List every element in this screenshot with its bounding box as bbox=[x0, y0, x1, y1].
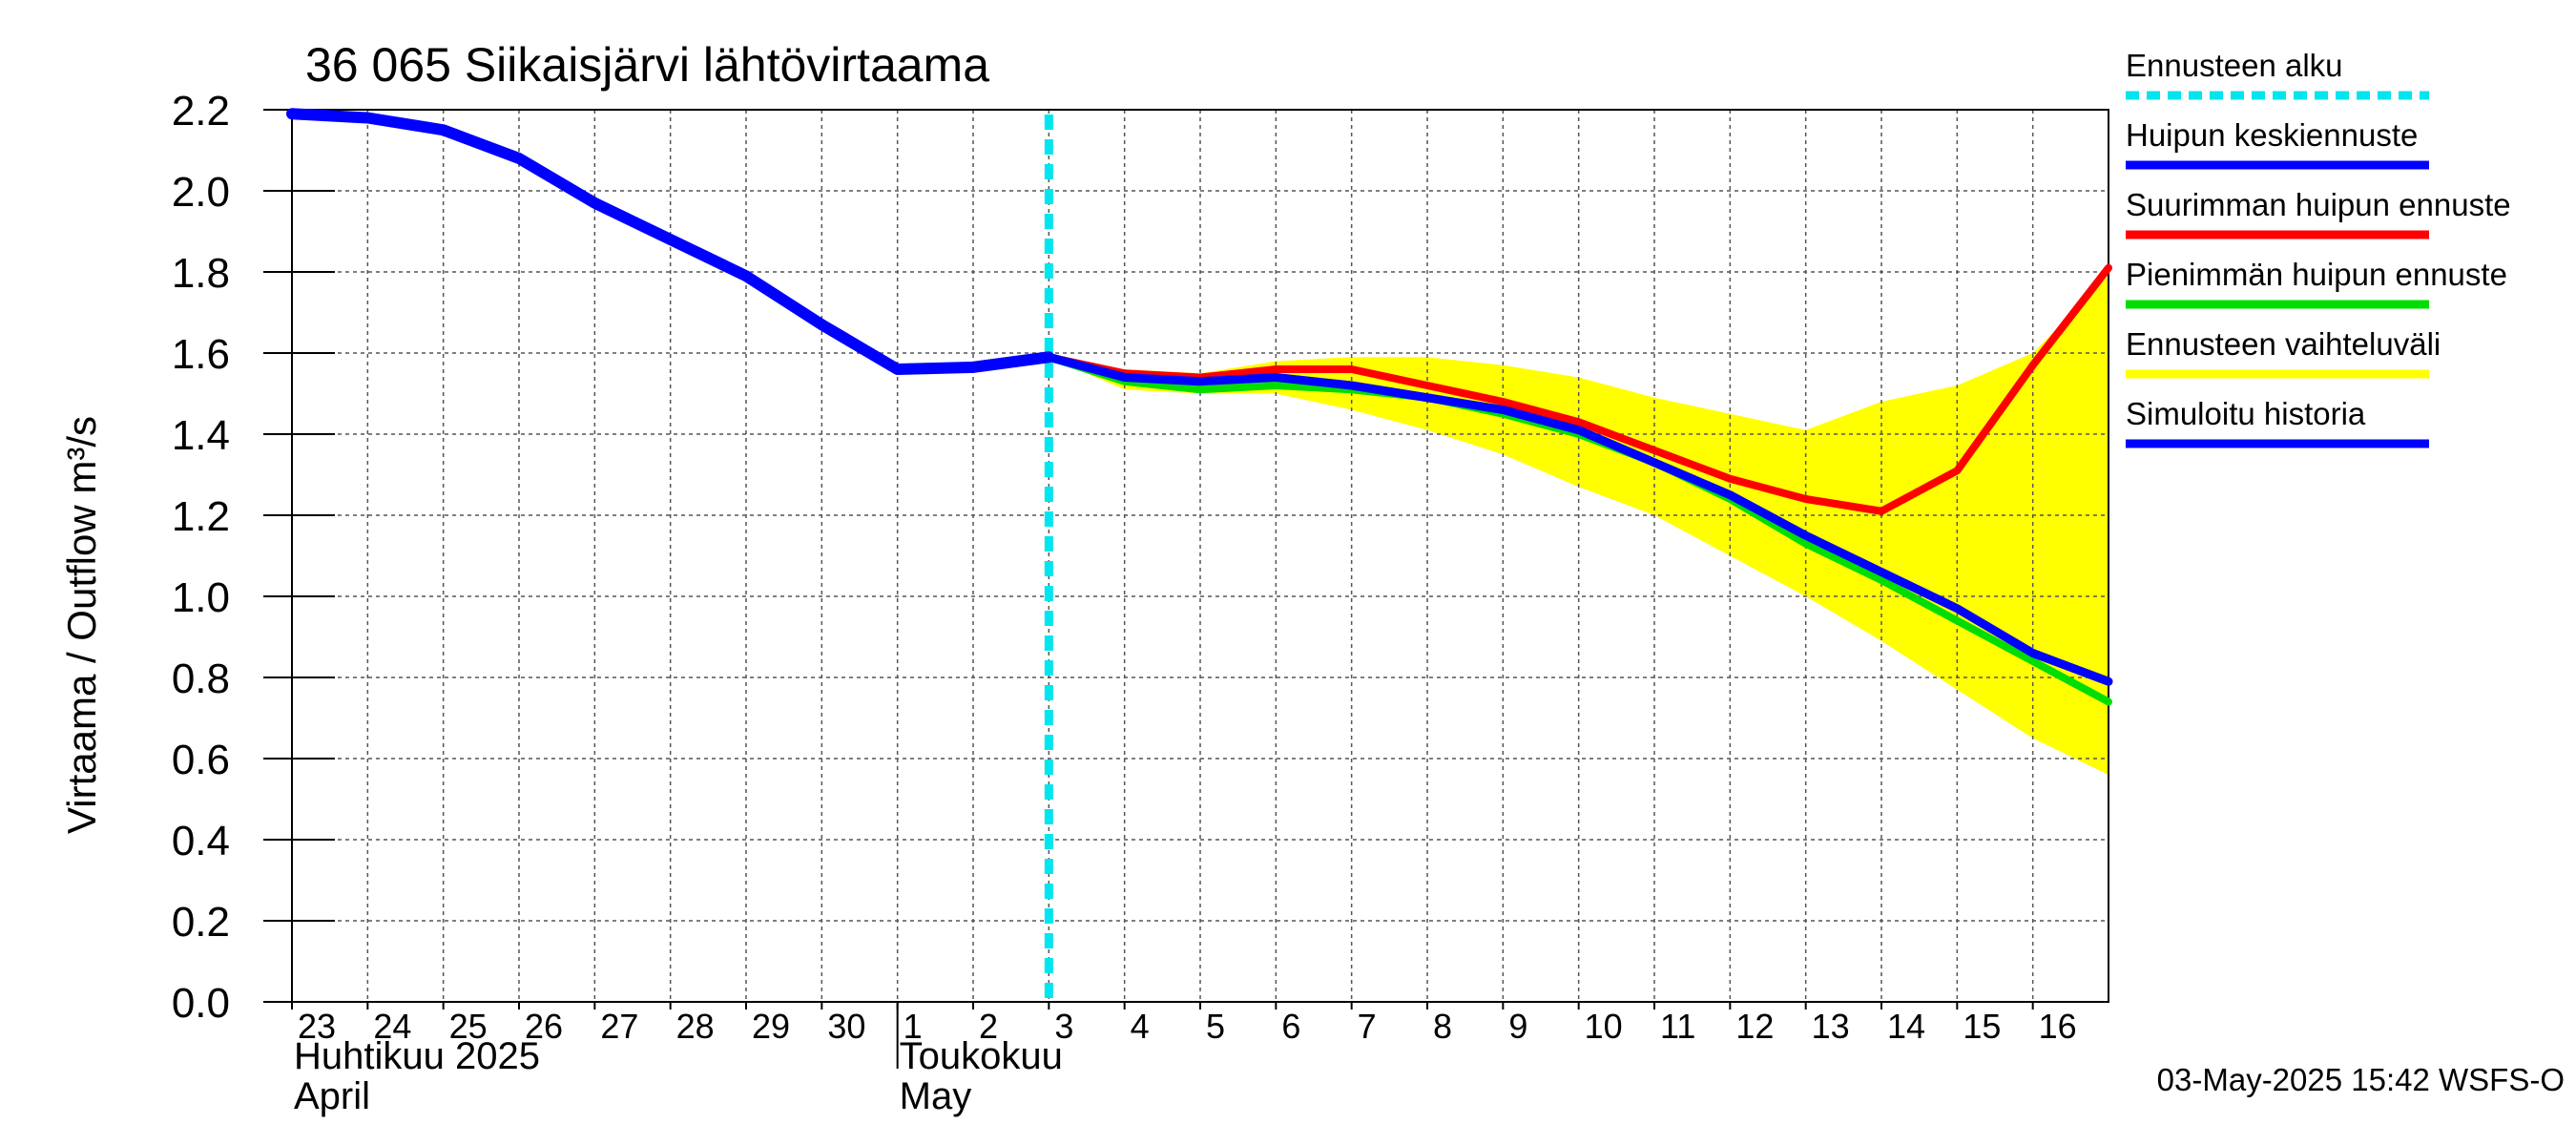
y-tick-label: 1.2 bbox=[172, 493, 230, 540]
series-line-suurimman-huipun-ennuste bbox=[1045, 263, 2112, 515]
month-label-en: April bbox=[294, 1075, 370, 1117]
y-tick-label: 0.4 bbox=[172, 818, 230, 864]
legend-label-suurimman-huipun-ennuste: Suurimman huipun ennuste bbox=[2126, 187, 2511, 222]
x-tick-label: 8 bbox=[1433, 1007, 1452, 1046]
x-tick-label: 12 bbox=[1735, 1007, 1774, 1046]
series-line-huipun-keskiennuste bbox=[1044, 352, 2113, 686]
x-tick-label: 27 bbox=[600, 1007, 638, 1046]
legend-label-ennusteen-alku: Ennusteen alku bbox=[2126, 48, 2343, 83]
x-tick-label: 25 bbox=[449, 1007, 488, 1046]
month-label-en: May bbox=[900, 1075, 972, 1117]
x-tick-label: 26 bbox=[525, 1007, 563, 1046]
x-tick-label: 16 bbox=[2039, 1007, 2077, 1046]
x-tick-label: 15 bbox=[1963, 1007, 2001, 1046]
x-tick-label: 2 bbox=[979, 1007, 998, 1046]
legend-label-pienimm-n-huipun-ennuste: Pienimmän huipun ennuste bbox=[2126, 257, 2507, 292]
x-tick-label: 1 bbox=[904, 1007, 923, 1046]
y-tick-label: 2.2 bbox=[172, 88, 230, 135]
series-line-simuloitu-historia bbox=[286, 108, 1055, 375]
y-tick-label: 0.6 bbox=[172, 737, 230, 783]
x-tick-label: 29 bbox=[752, 1007, 790, 1046]
y-tick-label: 0.0 bbox=[172, 980, 230, 1027]
x-tick-label: 7 bbox=[1358, 1007, 1377, 1046]
x-tick-label: 6 bbox=[1281, 1007, 1300, 1046]
x-tick-label: 14 bbox=[1887, 1007, 1925, 1046]
legend-label-huipun-keskiennuste: Huipun keskiennuste bbox=[2126, 117, 2418, 153]
chart-title: 36 065 Siikaisjärvi lähtövirtaama bbox=[305, 38, 989, 92]
x-tick-label: 11 bbox=[1660, 1007, 1695, 1046]
forecast-range-band bbox=[1049, 276, 2109, 775]
y-tick-label: 2.0 bbox=[172, 169, 230, 216]
y-tick-label: 1.0 bbox=[172, 574, 230, 621]
x-tick-label: 5 bbox=[1206, 1007, 1225, 1046]
x-tick-label: 23 bbox=[298, 1007, 336, 1046]
y-tick-label: 1.6 bbox=[172, 331, 230, 378]
x-tick-label: 13 bbox=[1812, 1007, 1850, 1046]
month-label-fi: Toukokuu bbox=[900, 1035, 1063, 1077]
y-tick-label: 1.8 bbox=[172, 250, 230, 297]
y-tick-label: 1.4 bbox=[172, 412, 230, 459]
x-tick-label: 10 bbox=[1585, 1007, 1623, 1046]
footer-timestamp: 03-May-2025 15:42 WSFS-O bbox=[2157, 1062, 2565, 1097]
legend-label-simuloitu-historia: Simuloitu historia bbox=[2126, 396, 2366, 431]
x-tick-label: 9 bbox=[1508, 1007, 1527, 1046]
x-tick-label: 24 bbox=[373, 1007, 411, 1046]
x-tick-label: 4 bbox=[1131, 1007, 1150, 1046]
y-axis-label: Virtaama / Outflow m³/s bbox=[59, 416, 104, 834]
y-tick-label: 0.2 bbox=[172, 899, 230, 946]
x-tick-label: 3 bbox=[1054, 1007, 1073, 1046]
x-tick-label: 30 bbox=[827, 1007, 865, 1046]
legend-label-ennusteen-vaihteluv-li: Ennusteen vaihteluväli bbox=[2126, 326, 2441, 362]
y-tick-label: 0.8 bbox=[172, 656, 230, 702]
x-tick-label: 28 bbox=[676, 1007, 715, 1046]
month-label-fi: Huhtikuu 2025 bbox=[294, 1035, 540, 1077]
